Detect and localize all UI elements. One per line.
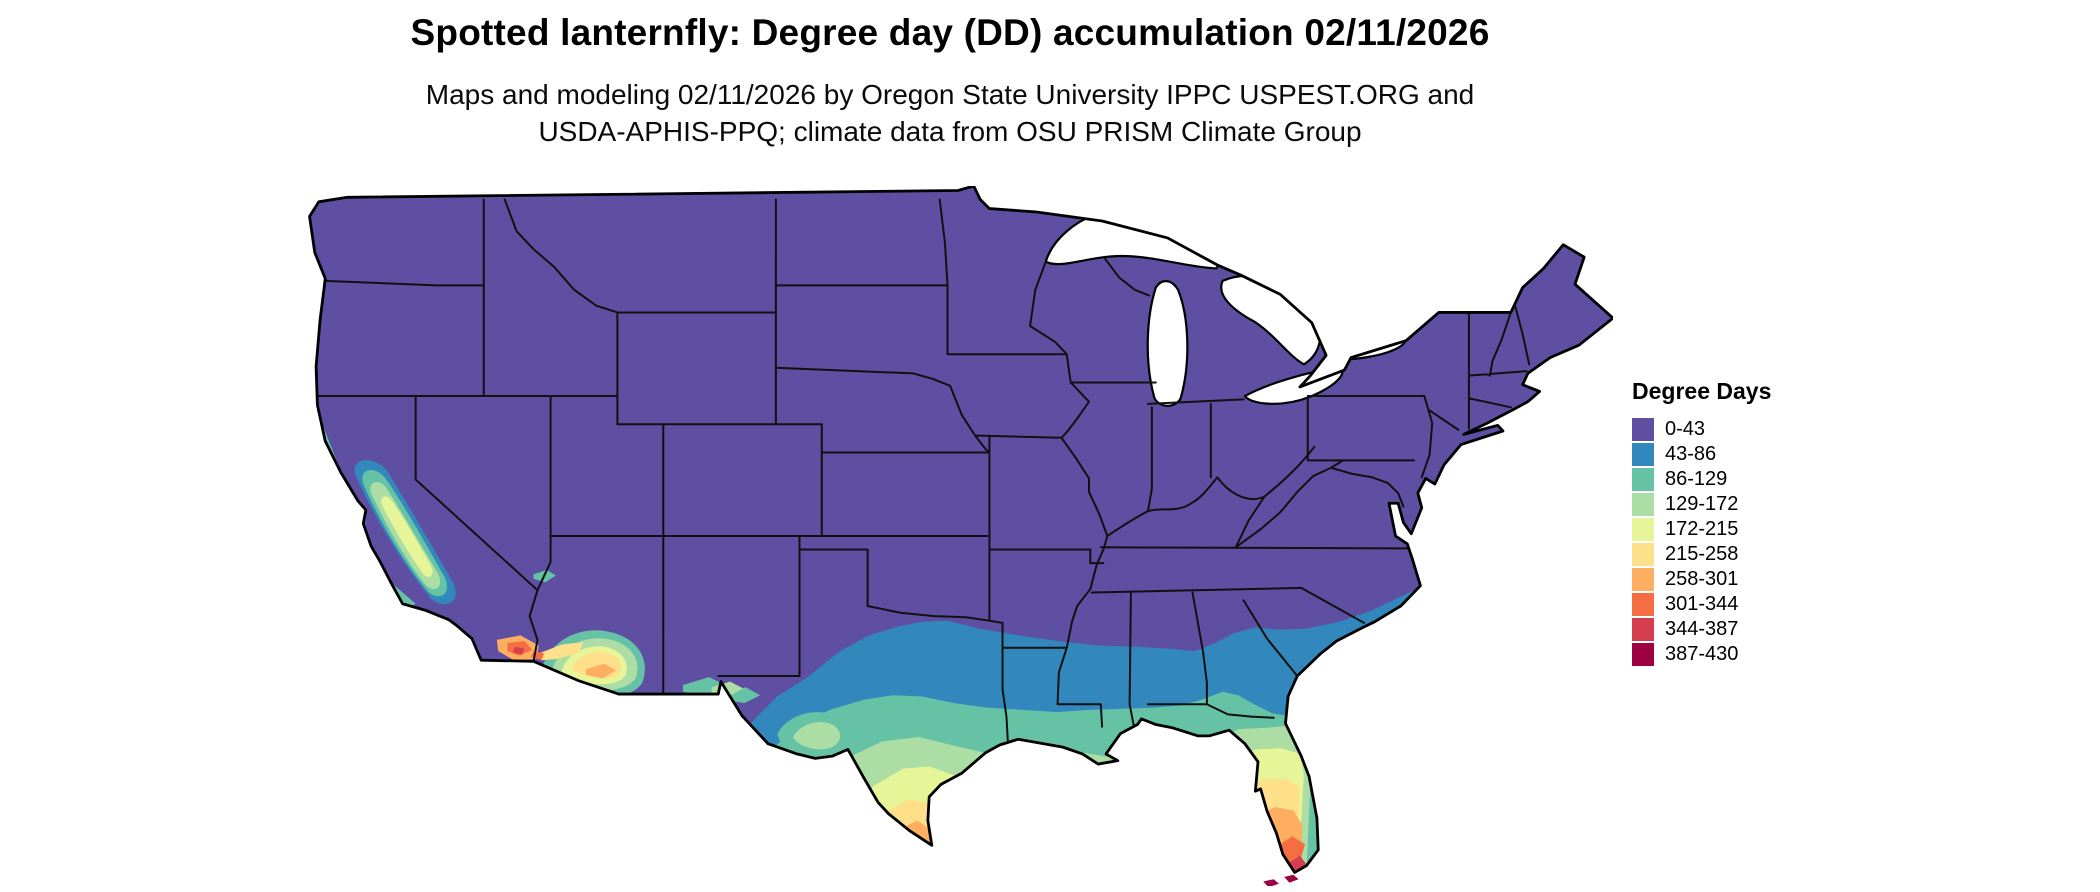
legend-swatch-387-430 [1632, 643, 1654, 666]
legend-title: Degree Days [1632, 378, 1772, 404]
dd-region-387-430-keys [1263, 874, 1299, 886]
us-degree-day-map [303, 186, 1613, 886]
legend-row: 258-301 [1632, 567, 1771, 592]
legend-swatch-301-344 [1632, 593, 1654, 616]
legend-row: 301-344 [1632, 592, 1771, 617]
legend-label-258-301: 258-301 [1665, 568, 1739, 590]
legend-swatch-129-172 [1632, 493, 1654, 516]
legend-swatch-86-129 [1632, 468, 1654, 491]
legend-row: 43-86 [1632, 442, 1771, 467]
legend-label-172-215: 172-215 [1665, 518, 1739, 540]
legend-label-301-344: 301-344 [1665, 593, 1739, 615]
figure-header: Spotted lanternfly: Degree day (DD) accu… [250, 12, 1650, 150]
state-borders [316, 200, 1529, 741]
legend-label-86-129: 86-129 [1665, 468, 1728, 490]
legend-swatch-258-301 [1632, 568, 1654, 591]
legend-label-129-172: 129-172 [1665, 493, 1739, 515]
legend-row: 0-43 [1632, 417, 1771, 442]
legend-swatch-0-43 [1632, 418, 1654, 441]
us-outline [310, 186, 1613, 872]
legend-row: 172-215 [1632, 517, 1771, 542]
legend-label-43-86: 43-86 [1665, 443, 1717, 465]
legend-row: 129-172 [1632, 492, 1771, 517]
figure-subtitle-line-2: USDA-APHIS-PPQ; climate data from OSU PR… [538, 116, 1362, 147]
legend-row: 215-258 [1632, 542, 1771, 567]
degree-days-legend: Degree Days 0-43 43-86 86-129 129-172 17… [1632, 378, 1771, 667]
figure-title: Spotted lanternfly: Degree day (DD) accu… [410, 12, 1490, 53]
legend-label-215-258: 215-258 [1665, 543, 1739, 565]
legend-swatch-172-215 [1632, 518, 1654, 541]
legend-row: 86-129 [1632, 467, 1771, 492]
legend-swatch-43-86 [1632, 443, 1654, 466]
legend-row: 387-430 [1632, 642, 1771, 667]
legend-label-387-430: 387-430 [1665, 643, 1739, 665]
legend-swatch-215-258 [1632, 543, 1654, 566]
legend-label-0-43: 0-43 [1665, 418, 1706, 440]
legend-swatch-344-387 [1632, 618, 1654, 641]
dd-region-258-301 [419, 615, 1303, 873]
figure-subtitle-line-1: Maps and modeling 02/11/2026 by Oregon S… [425, 79, 1475, 110]
dd-region-301-344 [426, 619, 1306, 872]
legend-row: 344-387 [1632, 617, 1771, 642]
legend-label-344-387: 344-387 [1665, 618, 1739, 640]
